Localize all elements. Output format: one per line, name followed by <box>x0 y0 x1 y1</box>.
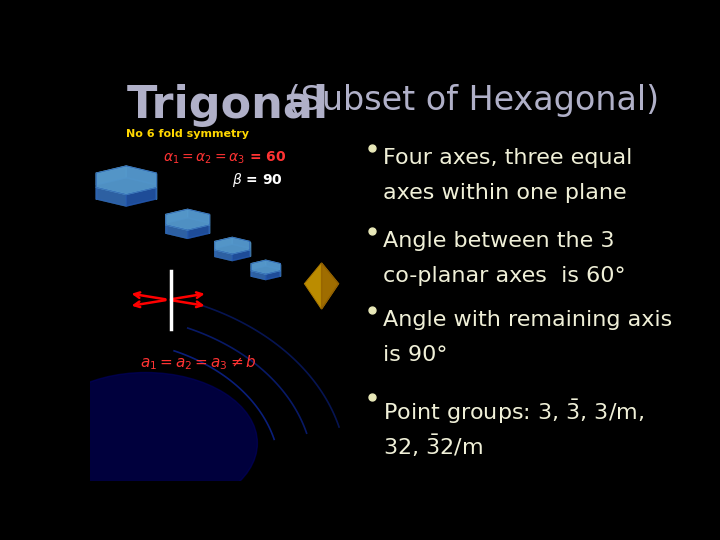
Text: Point groups: 3, $\bar{3}$, 3/m,: Point groups: 3, $\bar{3}$, 3/m, <box>383 397 644 426</box>
Polygon shape <box>266 260 280 269</box>
Text: $\alpha_1=\alpha_2=\alpha_3$ = 60: $\alpha_1=\alpha_2=\alpha_3$ = 60 <box>163 150 286 166</box>
Polygon shape <box>215 238 233 248</box>
Text: Four axes, three equal: Four axes, three equal <box>383 148 632 168</box>
Polygon shape <box>266 271 280 280</box>
Polygon shape <box>233 250 250 261</box>
Polygon shape <box>188 225 210 238</box>
Text: No 6 fold symmetry: No 6 fold symmetry <box>126 129 249 139</box>
Polygon shape <box>96 166 126 185</box>
Polygon shape <box>251 260 280 274</box>
Polygon shape <box>251 260 266 269</box>
Polygon shape <box>215 250 233 261</box>
Polygon shape <box>305 263 338 309</box>
Polygon shape <box>322 263 338 309</box>
Polygon shape <box>96 187 126 206</box>
Text: Angle between the 3: Angle between the 3 <box>383 231 614 251</box>
Text: axes within one plane: axes within one plane <box>383 183 626 203</box>
Polygon shape <box>188 210 210 223</box>
Text: $a_1=a_2=a_3\neq b$: $a_1=a_2=a_3\neq b$ <box>140 354 257 373</box>
Polygon shape <box>251 271 266 280</box>
Text: $\beta$ = 90: $\beta$ = 90 <box>233 171 283 189</box>
Text: 32, $\bar{3}$2/m: 32, $\bar{3}$2/m <box>383 433 483 459</box>
Ellipse shape <box>35 373 258 514</box>
Text: (Subset of Hexagonal): (Subset of Hexagonal) <box>277 84 659 117</box>
Text: is 90°: is 90° <box>383 346 447 366</box>
Polygon shape <box>215 244 250 261</box>
Polygon shape <box>166 210 188 223</box>
Text: Angle with remaining axis: Angle with remaining axis <box>383 310 672 330</box>
Polygon shape <box>166 210 210 230</box>
Polygon shape <box>233 238 250 248</box>
Polygon shape <box>126 187 156 206</box>
Polygon shape <box>215 238 250 254</box>
Polygon shape <box>96 178 156 206</box>
Text: co-planar axes  is 60°: co-planar axes is 60° <box>383 266 626 286</box>
Polygon shape <box>96 166 156 194</box>
Polygon shape <box>126 166 156 185</box>
Polygon shape <box>251 266 280 280</box>
Polygon shape <box>166 225 188 238</box>
Polygon shape <box>166 218 210 238</box>
Text: Trigonal: Trigonal <box>126 84 328 126</box>
